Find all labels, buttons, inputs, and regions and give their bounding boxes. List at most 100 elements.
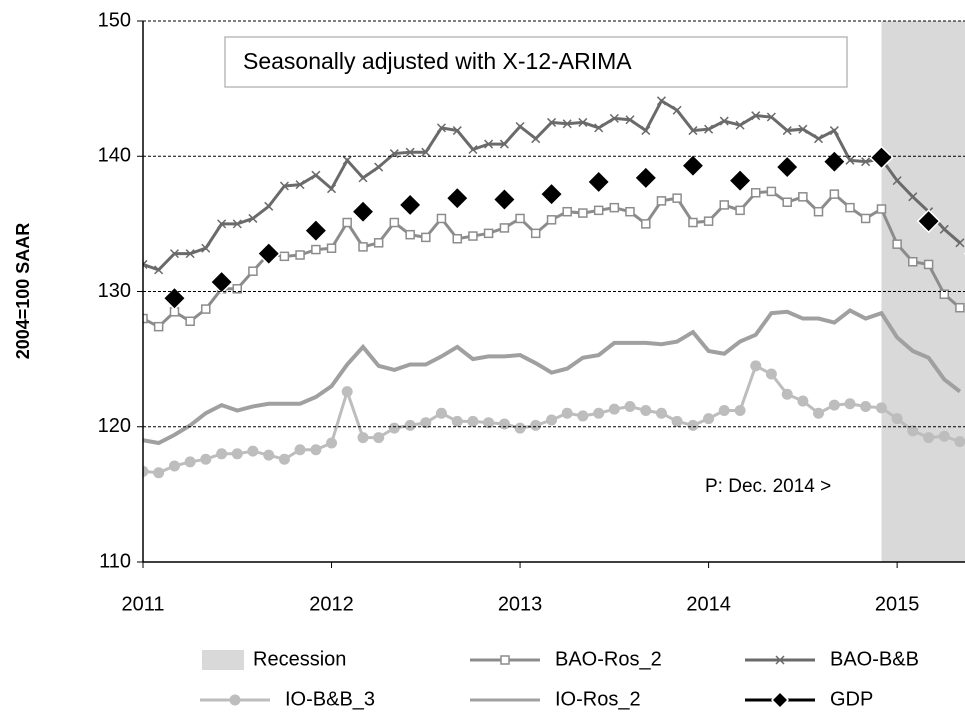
marker bbox=[750, 188, 761, 198]
marker bbox=[656, 96, 666, 106]
legend-label: GDP bbox=[830, 688, 873, 710]
marker bbox=[813, 407, 825, 419]
marker bbox=[765, 368, 777, 380]
marker bbox=[891, 413, 903, 425]
marker bbox=[468, 144, 478, 155]
series-line bbox=[143, 308, 962, 446]
marker bbox=[185, 316, 195, 327]
marker bbox=[719, 116, 729, 126]
marker bbox=[955, 302, 965, 313]
marker bbox=[672, 193, 682, 203]
marker bbox=[452, 234, 463, 244]
marker bbox=[861, 157, 871, 167]
marker bbox=[499, 139, 509, 149]
marker bbox=[892, 239, 902, 249]
marker bbox=[641, 219, 651, 229]
marker bbox=[734, 405, 746, 417]
marker bbox=[153, 321, 164, 332]
marker bbox=[420, 417, 432, 429]
marker bbox=[185, 249, 195, 259]
marker bbox=[264, 201, 274, 211]
marker bbox=[404, 419, 416, 431]
marker bbox=[908, 256, 918, 267]
marker bbox=[373, 238, 384, 248]
marker bbox=[342, 217, 352, 228]
marker bbox=[153, 467, 165, 479]
marker bbox=[279, 251, 290, 262]
marker bbox=[263, 449, 275, 461]
marker bbox=[845, 155, 855, 165]
marker bbox=[547, 117, 557, 127]
marker bbox=[373, 432, 385, 444]
legend-swatch bbox=[202, 650, 244, 670]
marker bbox=[358, 173, 368, 183]
marker bbox=[609, 113, 619, 123]
marker bbox=[350, 199, 376, 224]
marker bbox=[500, 655, 510, 665]
marker bbox=[735, 120, 745, 130]
marker bbox=[405, 147, 415, 157]
marker bbox=[389, 217, 400, 228]
marker bbox=[531, 134, 541, 144]
legend-label: IO-B&B_3 bbox=[285, 688, 375, 710]
marker bbox=[248, 213, 258, 223]
y-tick-label: 120 bbox=[98, 415, 131, 437]
x-tick-label: 2012 bbox=[309, 593, 354, 615]
marker bbox=[483, 417, 495, 429]
marker bbox=[184, 456, 196, 468]
marker bbox=[326, 243, 337, 253]
marker bbox=[279, 181, 289, 191]
marker bbox=[916, 209, 941, 234]
marker bbox=[201, 243, 211, 253]
marker bbox=[451, 415, 463, 427]
marker bbox=[641, 126, 651, 136]
marker bbox=[530, 419, 542, 431]
marker bbox=[248, 266, 258, 276]
marker bbox=[625, 115, 635, 125]
marker bbox=[143, 465, 149, 477]
marker bbox=[687, 419, 699, 431]
marker bbox=[216, 448, 228, 460]
marker bbox=[829, 126, 839, 136]
marker bbox=[703, 216, 714, 226]
marker bbox=[467, 415, 479, 427]
marker bbox=[775, 155, 800, 180]
marker bbox=[869, 145, 894, 170]
marker bbox=[782, 126, 792, 136]
marker bbox=[358, 242, 368, 252]
marker bbox=[201, 304, 211, 314]
marker bbox=[578, 117, 588, 127]
note: P: Dec. 2014 > bbox=[705, 476, 831, 497]
marker bbox=[719, 200, 729, 210]
legend-label: BAO-Ros_2 bbox=[555, 648, 662, 670]
marker bbox=[609, 202, 620, 213]
marker bbox=[162, 286, 187, 311]
marker bbox=[939, 289, 950, 299]
marker bbox=[326, 437, 338, 449]
marker bbox=[822, 149, 847, 174]
y-tick-label: 110 bbox=[99, 550, 131, 572]
marker bbox=[143, 313, 148, 324]
marker bbox=[797, 395, 809, 407]
marker bbox=[751, 111, 761, 121]
marker bbox=[169, 249, 180, 259]
legend: Recession BAO-Ros_2 BAO-B&B IO-B&B_3 IO-Ros_… bbox=[200, 648, 919, 710]
marker bbox=[294, 444, 306, 456]
marker bbox=[357, 432, 369, 444]
marker bbox=[728, 168, 753, 193]
marker bbox=[955, 238, 965, 248]
marker bbox=[875, 402, 887, 414]
y-tick-label: 140 bbox=[98, 145, 131, 167]
marker bbox=[775, 655, 785, 665]
marker bbox=[735, 205, 745, 216]
marker bbox=[844, 398, 856, 410]
marker bbox=[633, 165, 658, 190]
marker bbox=[594, 123, 604, 133]
annotation-box bbox=[224, 36, 848, 88]
marker bbox=[656, 196, 667, 206]
marker bbox=[143, 259, 148, 269]
marker bbox=[671, 415, 683, 427]
marker bbox=[445, 186, 470, 211]
marker bbox=[954, 436, 965, 448]
marker bbox=[405, 229, 415, 240]
